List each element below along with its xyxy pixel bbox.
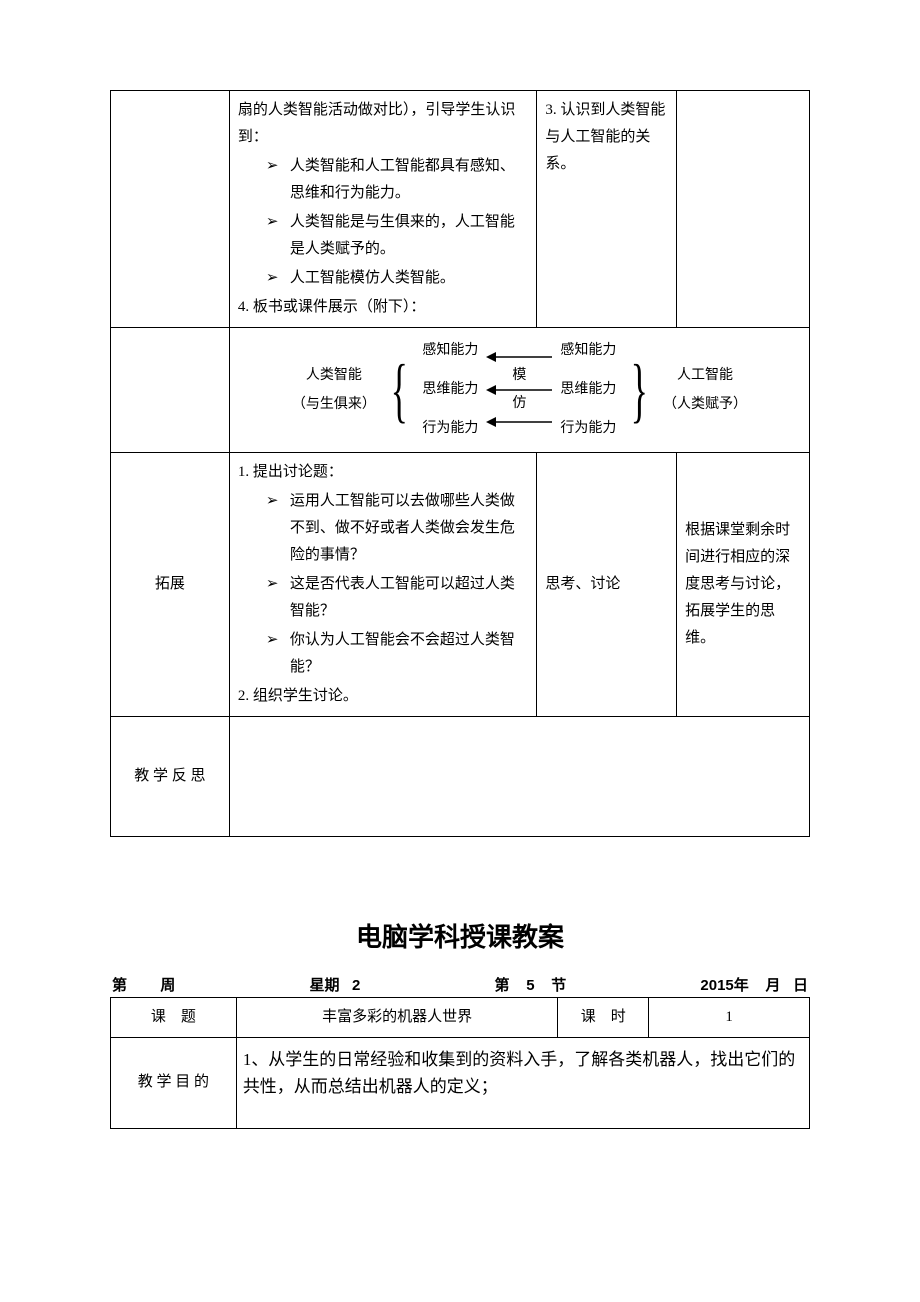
- bullet-item: 这是否代表人工智能可以超过人类智能？: [266, 571, 529, 625]
- bullet-item: 你认为人工智能会不会超过人类智能？: [266, 627, 529, 681]
- bullet-item: 运用人工智能可以去做哪些人类做不到、做不好或者人类做会发生危险的事情？: [266, 488, 529, 569]
- date-segment: 2015年 月 日: [700, 974, 808, 995]
- cell-student-activity: 思考、讨论: [537, 452, 677, 716]
- hours-value: 1: [649, 997, 810, 1037]
- lesson-plan-title: 电脑学科授课教案: [110, 917, 810, 954]
- reflection-content: [229, 716, 809, 836]
- cell-empty: [111, 328, 230, 453]
- period-segment: 第 5 节: [495, 974, 567, 995]
- cell-note: [677, 91, 810, 328]
- topic-label: 课 题: [111, 997, 237, 1037]
- left-label: 人类智能 （与生俱来）: [292, 363, 376, 417]
- cell-student-activity: 3. 认识到人类智能与人工智能的关系。: [537, 91, 677, 328]
- reflection-label: 教 学 反 思: [111, 716, 230, 836]
- purpose-label: 教 学 目 的: [111, 1037, 237, 1128]
- cell-teacher-activity: 1. 提出讨论题： 运用人工智能可以去做哪些人类做不到、做不好或者人类做会发生危…: [229, 452, 537, 716]
- bullet-list: 运用人工智能可以去做哪些人类做不到、做不好或者人类做会发生危险的事情？ 这是否代…: [238, 488, 529, 681]
- left-brace-icon: {: [390, 358, 407, 422]
- arrow-left-icon: [484, 346, 554, 368]
- arrow-left-icon: [484, 384, 554, 396]
- reflection-row: 教 学 反 思: [111, 716, 810, 836]
- table-row: 教 学 目 的 1、从学生的日常经验和收集到的资料入手，了解各类机器人，找出它们…: [111, 1037, 810, 1128]
- diagram-cell: 人类智能 （与生俱来） { 感知能力 思维能力 行为能力 模 仿 感知: [229, 328, 809, 453]
- intelligence-diagram: 人类智能 （与生俱来） { 感知能力 思维能力 行为能力 模 仿 感知: [234, 338, 805, 442]
- right-brace-icon: }: [631, 358, 648, 422]
- table-row: 扇的人类智能活动做对比），引导学生认识到： 人类智能和人工智能都具有感知、思维和…: [111, 91, 810, 328]
- date-line: 第 周 星期 2 第 5 节 2015年 月 日: [110, 974, 810, 995]
- bullet-item: 人类智能和人工智能都具有感知、思维和行为能力。: [266, 153, 529, 207]
- weekday-segment: 星期 2: [310, 974, 361, 995]
- week-segment: 第 周: [112, 974, 175, 995]
- phase-label: 拓展: [111, 452, 230, 716]
- purpose-value: 1、从学生的日常经验和收集到的资料入手，了解各类机器人，找出它们的共性，从而总结…: [236, 1037, 809, 1128]
- lesson-table-1: 扇的人类智能活动做对比），引导学生认识到： 人类智能和人工智能都具有感知、思维和…: [110, 90, 810, 837]
- topic-value: 丰富多彩的机器人世界: [236, 997, 558, 1037]
- bullet-item: 人类智能是与生俱来的，人工智能是人类赋予的。: [266, 209, 529, 263]
- right-label: 人工智能 （人类赋予）: [663, 363, 747, 417]
- arrow-left-icon: [484, 411, 554, 433]
- after-text: 4. 板书或课件展示（附下）：: [238, 294, 529, 321]
- hours-label: 课 时: [558, 997, 649, 1037]
- intro-text: 扇的人类智能活动做对比），引导学生认识到：: [238, 97, 529, 151]
- cell-teacher-activity: 扇的人类智能活动做对比），引导学生认识到： 人类智能和人工智能都具有感知、思维和…: [229, 91, 537, 328]
- lesson-table-2: 课 题 丰富多彩的机器人世界 课 时 1 教 学 目 的 1、从学生的日常经验和…: [110, 997, 810, 1129]
- table-row: 课 题 丰富多彩的机器人世界 课 时 1: [111, 997, 810, 1037]
- left-abilities: 感知能力 思维能力 行为能力: [422, 338, 478, 442]
- cell-note: 根据课堂剩余时间进行相应的深度思考与讨论，拓展学生的思维。: [677, 452, 810, 716]
- cell-empty: [111, 91, 230, 328]
- diagram-row: 人类智能 （与生俱来） { 感知能力 思维能力 行为能力 模 仿 感知: [111, 328, 810, 453]
- arrows-column: 模 仿: [484, 346, 554, 433]
- bullet-list: 人类智能和人工智能都具有感知、思维和行为能力。 人类智能是与生俱来的，人工智能是…: [238, 153, 529, 292]
- right-abilities: 感知能力 思维能力 行为能力: [560, 338, 616, 442]
- table-row: 拓展 1. 提出讨论题： 运用人工智能可以去做哪些人类做不到、做不好或者人类做会…: [111, 452, 810, 716]
- bullet-item: 人工智能模仿人类智能。: [266, 265, 529, 292]
